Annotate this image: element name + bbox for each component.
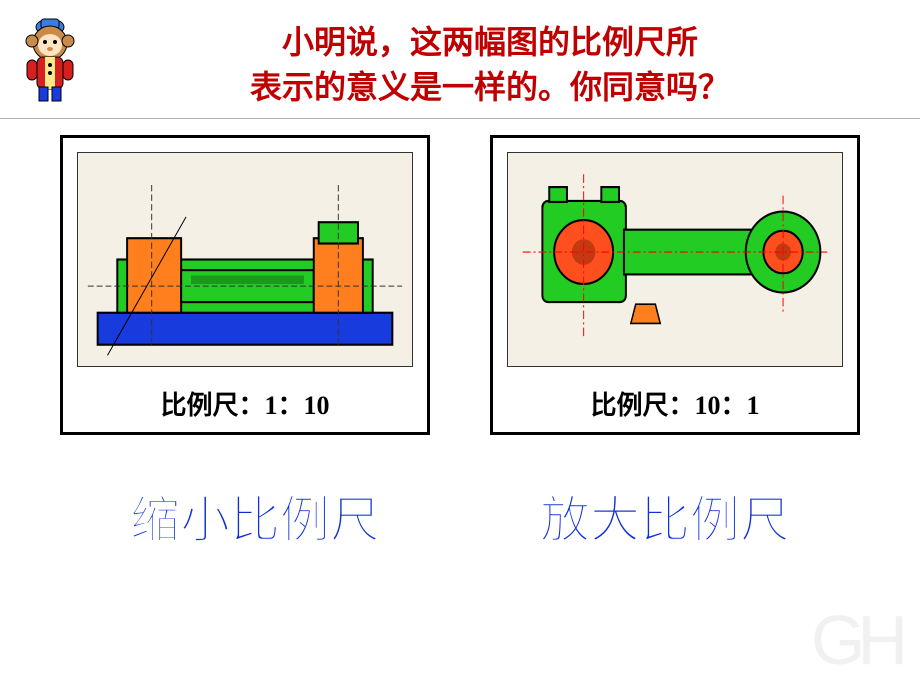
label-ratio: 1：10: [265, 391, 330, 420]
panel-left: 比例尺：1：10: [60, 135, 430, 435]
question-text: 小明说，这两幅图的比例尺所 表示的意义是一样的。你同意吗？: [100, 20, 880, 110]
bottom-labels: 缩小比例尺 放大比例尺: [0, 480, 920, 552]
label-prefix: 比例尺：: [590, 391, 694, 420]
label-enlarge-scale: 放大比例尺: [540, 480, 790, 552]
label-shrink-scale: 缩小比例尺: [130, 480, 380, 552]
drawing-enlarged: [507, 152, 843, 367]
label-ratio: 10：1: [695, 391, 760, 420]
panel-left-label: 比例尺：1：10: [77, 367, 413, 422]
mascot-icon: [15, 15, 85, 105]
divider-line: [0, 118, 920, 119]
drawing-reduced: [77, 152, 413, 367]
panel-right-label: 比例尺：10：1: [507, 367, 843, 422]
watermark: GH: [811, 600, 900, 680]
question-line2: 表示的意义是一样的。你同意吗？: [100, 65, 880, 110]
label-prefix: 比例尺：: [160, 391, 264, 420]
panel-right: 比例尺：10：1: [490, 135, 860, 435]
panel-row: 比例尺：1：10: [60, 135, 860, 435]
question-line1: 小明说，这两幅图的比例尺所: [100, 20, 880, 65]
